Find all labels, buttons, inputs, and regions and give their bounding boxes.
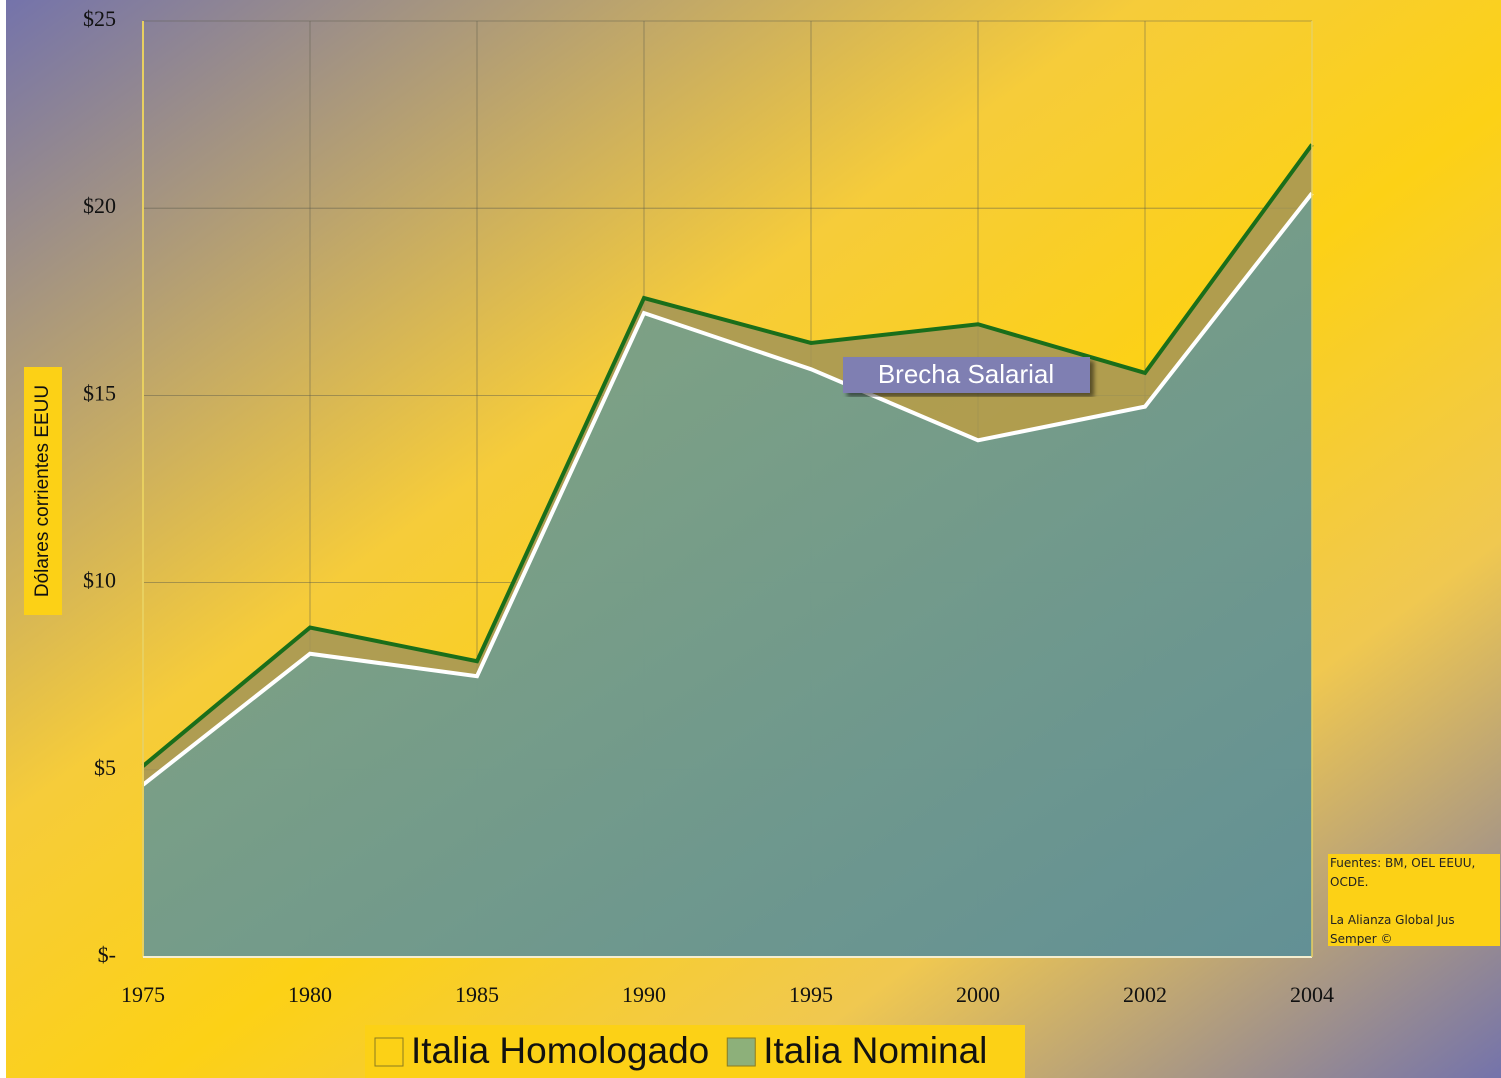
x-tick-label: 2004 <box>1290 982 1334 1007</box>
source-line: Fuentes: BM, OEL EEUU, OCDE. <box>1330 856 1476 889</box>
x-tick-label: 1975 <box>121 982 165 1007</box>
legend-label: Italia Homologado <box>411 1030 709 1071</box>
y-label-box <box>24 367 62 615</box>
y-tick-label: $5 <box>94 755 116 780</box>
y-tick-label: $20 <box>83 193 116 218</box>
x-tick-label: 1985 <box>455 982 499 1007</box>
x-tick-label: 1990 <box>622 982 666 1007</box>
line <box>141 143 1314 768</box>
annotation-box <box>843 357 1090 393</box>
source-line: La Alianza Global Jus Semper © <box>1330 913 1455 946</box>
area <box>143 193 1312 957</box>
legend-swatch <box>726 1037 756 1067</box>
annotation: Brecha Salarial <box>878 359 1054 389</box>
y-tick-label: $10 <box>83 568 116 593</box>
legend-swatch <box>374 1037 404 1067</box>
x-tick-label: 1995 <box>789 982 833 1007</box>
y-axis-label: Dólares corrientes EEUU <box>32 385 53 597</box>
line <box>141 191 1314 787</box>
legend-box <box>365 1025 1025 1078</box>
x-tick-label: 2000 <box>956 982 1000 1007</box>
x-tick-label: 2002 <box>1123 982 1167 1007</box>
y-tick-label: $25 <box>83 6 116 31</box>
x-tick-label: 1980 <box>288 982 332 1007</box>
source-note: Fuentes: BM, OEL EEUU, OCDE. La Alianza … <box>1328 854 1500 946</box>
y-tick-label: $- <box>98 942 116 967</box>
y-tick-label: $15 <box>83 380 116 405</box>
legend-label: Italia Nominal <box>763 1030 987 1071</box>
